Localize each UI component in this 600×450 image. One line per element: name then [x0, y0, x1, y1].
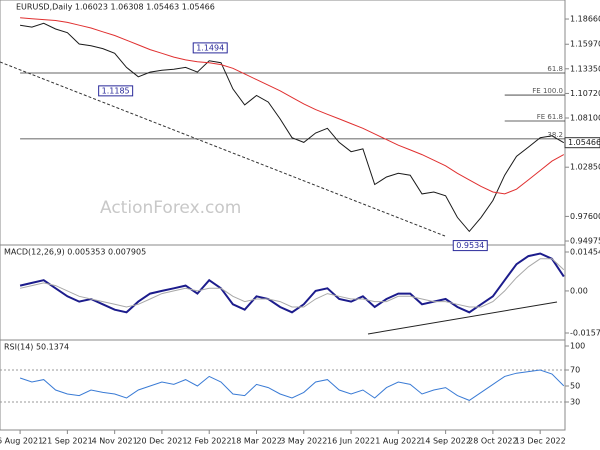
x-tick-label: 16 Jun 2022 [327, 437, 375, 446]
watermark: ActionForex.com [100, 198, 241, 218]
level-label: FE 61.8 [537, 113, 563, 121]
series-line [19, 252, 565, 314]
annotation-label: 1.1185 [102, 86, 130, 95]
annotation-box [192, 42, 228, 54]
x-tick-label: 28 Oct 2022 [468, 437, 517, 446]
y-tick-label: 0.97600 [570, 212, 600, 221]
annotation-label: 0.9534 [456, 241, 484, 250]
series-line [20, 22, 565, 233]
price-marker [564, 137, 600, 149]
y-tick-label: 100 [570, 342, 585, 351]
price-label: 1.05466 [568, 138, 600, 147]
x-tick-label: 20 Dec 2021 [136, 437, 187, 446]
annotation-label: 1.1494 [196, 43, 224, 52]
series-line [19, 258, 565, 308]
series-line [19, 369, 565, 401]
annotation-box [452, 240, 488, 252]
y-tick-label: 0.014549 [570, 247, 600, 256]
trend-line [367, 301, 558, 335]
x-tick-label: 2 Feb 2022 [187, 437, 232, 446]
panel-title: RSI(14) 50.1374 [4, 343, 69, 352]
y-tick-label: -0.015712 [570, 328, 600, 337]
level-label: 61.8 [547, 65, 563, 73]
y-tick-label: 30 [570, 398, 580, 407]
y-tick-label: 1.13350 [570, 64, 600, 73]
chart-title: EURUSD,Daily 1.06023 1.06308 1.05463 1.0… [16, 3, 215, 12]
y-tick-label: 1.18660 [570, 15, 600, 24]
y-tick-label: 70 [570, 366, 580, 375]
level-label: FE 100.0 [532, 87, 563, 95]
x-tick-label: 13 Dec 2022 [515, 437, 566, 446]
x-tick-label: 18 Mar 2022 [231, 437, 282, 446]
level-label: 38.2 [547, 131, 563, 139]
y-tick-label: 1.15970 [570, 40, 600, 49]
x-tick-label: 6 Aug 2021 [0, 437, 43, 446]
x-tick-label: 3 May 2022 [280, 437, 327, 446]
x-tick-label: 1 Aug 2022 [375, 437, 421, 446]
y-tick-label: 0.00 [570, 286, 588, 295]
y-tick-label: 1.08100 [570, 114, 600, 123]
y-tick-label: 1.02850 [570, 163, 600, 172]
y-tick-label: 0.94975 [570, 237, 600, 246]
annotation-box [98, 85, 134, 97]
y-tick-label: 1.10720 [570, 89, 600, 98]
plot-frame [0, 0, 566, 431]
x-tick-label: 21 Sep 2021 [42, 437, 93, 446]
x-tick-label: 4 Nov 2021 [92, 437, 138, 446]
panel-title: MACD(12,26,9) 0.005353 0.007905 [4, 248, 146, 257]
x-tick-label: 14 Sep 2022 [420, 437, 471, 446]
series-line [20, 17, 565, 195]
y-tick-label: 50 [570, 382, 580, 391]
